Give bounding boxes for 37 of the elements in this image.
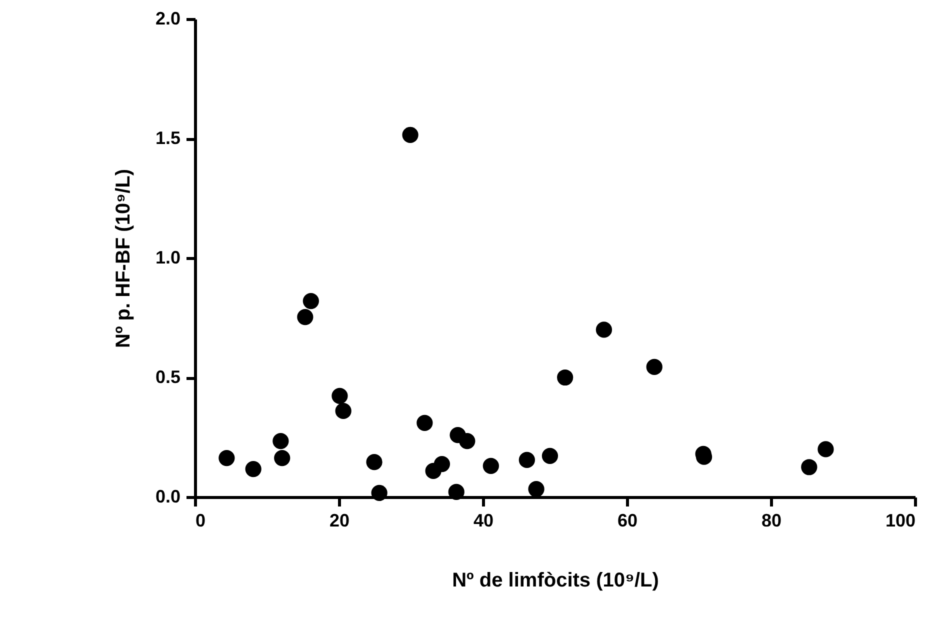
point — [482, 458, 499, 474]
point — [448, 484, 464, 500]
point — [646, 358, 662, 376]
point — [402, 126, 418, 143]
point — [274, 450, 290, 466]
x-tick-label: 100 — [885, 510, 916, 530]
point — [416, 414, 433, 431]
x-tick-label: 60 — [617, 510, 638, 530]
point — [332, 388, 348, 404]
x-tick-label: 20 — [329, 510, 350, 530]
point — [434, 456, 450, 472]
point — [801, 459, 818, 476]
point — [245, 460, 262, 478]
point — [335, 402, 352, 420]
y-tick-label: 1.0 — [155, 248, 180, 268]
point — [542, 448, 558, 464]
y-tick-label: 0.0 — [155, 486, 180, 506]
point — [528, 481, 544, 498]
point — [366, 454, 382, 470]
point — [596, 322, 612, 338]
point — [818, 441, 834, 458]
point — [297, 308, 314, 326]
point — [557, 369, 574, 386]
point — [371, 484, 388, 501]
point — [302, 292, 319, 310]
y-tick-label: 0.5 — [155, 367, 180, 387]
y-axis-title: Nº p. HF-BF (10⁹/L) — [112, 168, 134, 348]
point — [218, 450, 235, 466]
y-tick-label: 1.5 — [155, 128, 180, 148]
x-tick-label: 80 — [761, 510, 782, 530]
x-axis-title: Nº de limfòcits (10⁹/L) — [452, 570, 659, 592]
point — [459, 433, 476, 450]
y-tick-label: 2.0 — [155, 8, 180, 28]
point — [272, 433, 289, 450]
x-tick-label: 40 — [473, 510, 494, 530]
point — [518, 452, 535, 468]
x-tick-label: 0 — [196, 510, 206, 530]
